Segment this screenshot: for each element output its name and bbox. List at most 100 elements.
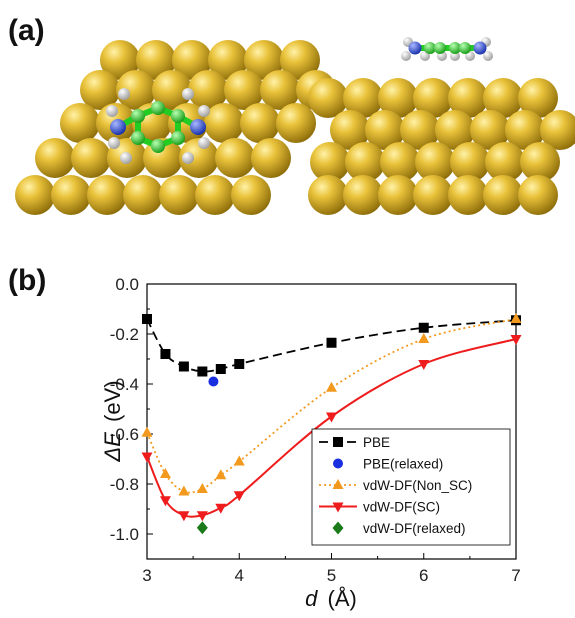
carbon-atom <box>151 101 165 115</box>
gold-atom <box>343 78 383 118</box>
legend-marker-vdw-df-relaxed <box>332 521 344 535</box>
gold-atom <box>448 78 488 118</box>
legend-label-pbe: PBE <box>363 435 390 450</box>
hydrogen-atom <box>465 51 475 61</box>
gold-atom <box>240 103 280 143</box>
hydrogen-atom <box>198 105 210 117</box>
legend-label-pbe-relaxed: PBE(relaxed) <box>363 457 443 472</box>
series-markers <box>141 313 522 535</box>
data-point-pbe <box>215 364 226 374</box>
gold-atom <box>330 110 370 150</box>
gold-atom <box>260 70 300 110</box>
x-tick-label: 5 <box>327 566 336 585</box>
x-axis-unit: (Å) <box>328 586 357 611</box>
legend-label-vdw-df-relaxed: vdW-DF(relaxed) <box>363 521 466 536</box>
gold-atom <box>80 70 120 110</box>
legend: PBE PBE(relaxed) vdW-DF(Non_SC) vdW-DF(SC) v… <box>311 428 511 546</box>
data-point-vdw-df-sc <box>233 491 245 502</box>
y-axis-title: ΔE (eV) <box>100 380 125 462</box>
molecule-side-view <box>401 37 493 61</box>
legend-marker-vdw-df-sc <box>332 502 344 513</box>
data-point-pbe <box>197 366 208 377</box>
nitrogen-atom <box>473 41 487 55</box>
data-point-vdw-df-sc <box>510 335 522 345</box>
gold-atom <box>136 40 176 80</box>
gold-atom <box>251 138 291 178</box>
gold-atom <box>51 175 91 215</box>
legend-marker-vdw-df-non-sc <box>332 479 344 489</box>
gold-atom <box>152 70 192 110</box>
gold-atom <box>485 142 525 182</box>
data-point-vdw-df-relaxed <box>196 521 208 535</box>
y-axis-variable: ΔE <box>100 432 125 463</box>
data-point-vdw-df-sc <box>178 511 190 522</box>
data-point-pbe <box>234 359 245 369</box>
carbon-atom <box>171 109 185 123</box>
carbon-atom <box>449 42 461 54</box>
data-point-vdw-df-non-sc <box>141 426 153 437</box>
data-point-vdw-df-sc <box>196 511 208 522</box>
y-tick-label: -0.6 <box>110 425 139 444</box>
x-tick-label: 4 <box>235 566 244 585</box>
hydrogen-atom <box>450 51 460 61</box>
data-point-vdw-df-sc <box>418 360 430 370</box>
gold-atom <box>483 175 523 215</box>
data-point-vdw-df-non-sc <box>326 381 337 392</box>
gold-atom <box>244 40 284 80</box>
carbon-atom <box>151 139 165 153</box>
data-point-pbe <box>418 322 429 333</box>
gold-atom <box>231 175 271 215</box>
gold-atom <box>179 138 219 178</box>
energy-curve-chart: 3 4 5 6 7 0.0 -0.2 -0.4 -0.6 -0.8 -1.0 ΔE (eV) d (… <box>100 275 522 611</box>
y-tick-label: 0.0 <box>115 275 139 294</box>
legend-label-vdw-df-sc: vdW-DF(SC) <box>363 500 440 515</box>
gold-atom <box>518 78 558 118</box>
data-point-vdw-df-non-sc <box>510 313 522 323</box>
data-point-vdw-df-non-sc <box>178 485 190 496</box>
gold-atom <box>215 138 255 178</box>
data-point-vdw-df-non-sc <box>418 333 430 343</box>
gold-atom <box>435 110 475 150</box>
data-point-vdw-df-non-sc <box>215 469 227 480</box>
axis-ticks: 3 4 5 6 7 0.0 -0.2 -0.4 -0.6 -0.8 -1.0 <box>110 275 521 585</box>
hydrogen-atom <box>106 105 118 117</box>
y-axis-unit: (eV) <box>100 380 125 422</box>
data-point-pbe <box>160 349 171 359</box>
gold-atom <box>365 110 405 150</box>
gold-atom <box>520 142 560 182</box>
gold-atom <box>308 175 348 215</box>
gold-atom <box>540 110 575 150</box>
data-point-pbe-relaxed <box>208 376 219 387</box>
data-point-vdw-df-sc <box>141 452 153 463</box>
hydrogen-atom <box>120 152 132 164</box>
data-point-vdw-df-non-sc <box>233 455 245 466</box>
legend-marker-pbe-relaxed <box>333 458 343 469</box>
gold-atom <box>505 110 545 150</box>
carbon-atom <box>131 131 145 145</box>
x-axis-title: d (Å) <box>305 586 357 611</box>
x-tick-label: 7 <box>511 566 520 585</box>
data-point-vdw-df-sc <box>326 412 337 423</box>
gold-atom <box>448 175 488 215</box>
gold-atom <box>415 142 455 182</box>
y-tick-label: -0.2 <box>110 325 139 344</box>
gold-atom <box>224 70 264 110</box>
gold-atom <box>276 103 316 143</box>
legend-marker-pbe <box>333 437 343 447</box>
nitrogen-atom <box>190 119 206 135</box>
y-tick-label: -0.4 <box>110 375 139 394</box>
hydrogen-atom <box>108 137 120 149</box>
gold-atom <box>204 103 244 143</box>
gold-atom <box>378 175 418 215</box>
data-point-vdw-df-sc <box>159 496 171 507</box>
data-point-pbe <box>326 337 337 348</box>
carbon-atom <box>434 42 446 54</box>
gold-atom <box>470 110 510 150</box>
x-tick-label: 6 <box>419 566 428 585</box>
gold-atom <box>345 142 385 182</box>
gold-atom <box>343 175 383 215</box>
gold-atom <box>172 40 212 80</box>
gold-surface-side-view <box>308 78 575 215</box>
y-tick-label: -0.8 <box>110 475 139 494</box>
